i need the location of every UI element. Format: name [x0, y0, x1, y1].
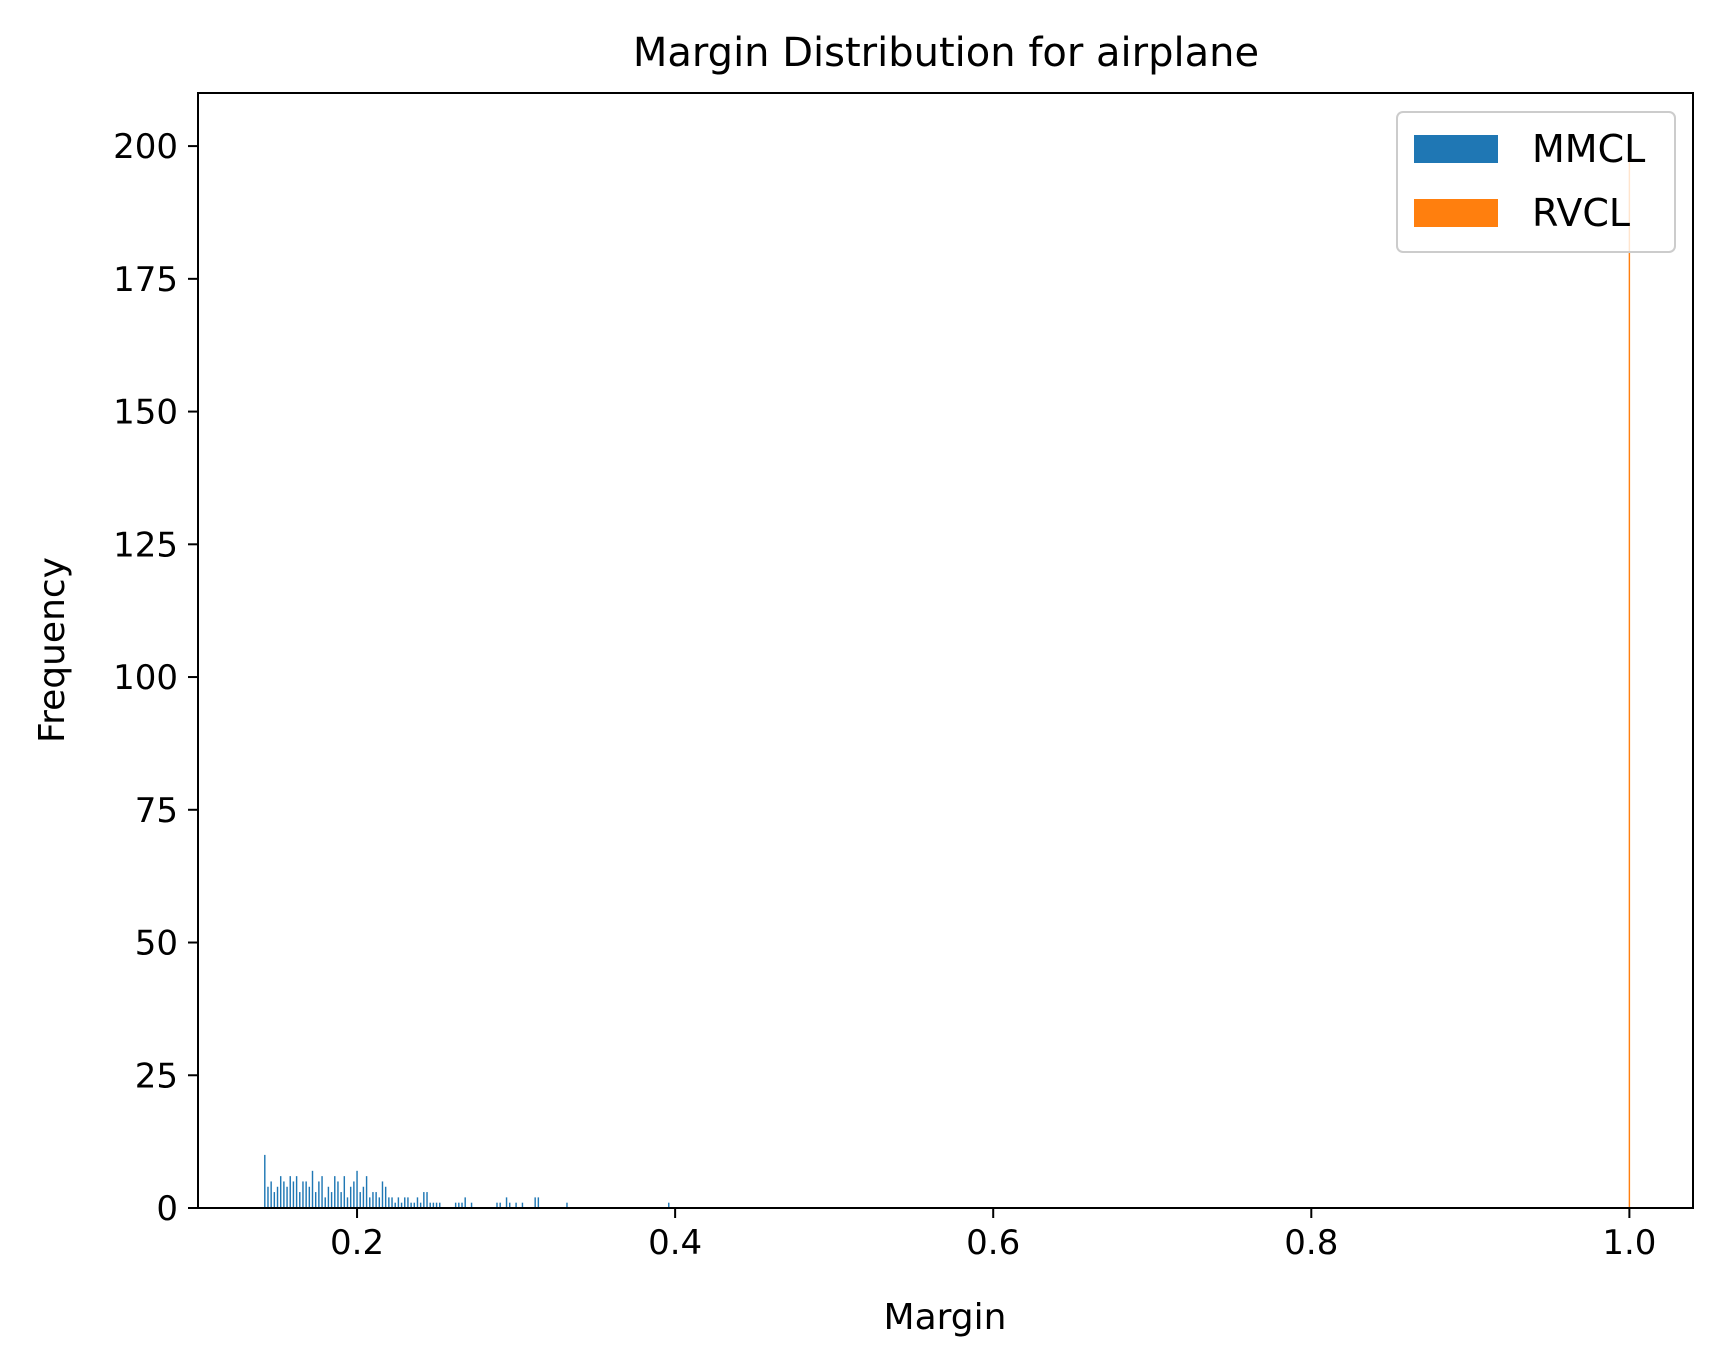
y-axis-label: Frequency — [32, 557, 73, 743]
bar-mmcl-66 — [521, 1202, 524, 1208]
bar-mmcl-18 — [321, 1176, 323, 1208]
legend-label-mmcl: MMCL — [1532, 127, 1645, 171]
bar-mmcl-48 — [416, 1197, 419, 1208]
bar-mmcl-19 — [324, 1197, 326, 1208]
bar-mmcl-58 — [461, 1202, 463, 1208]
bar-mmcl-55 — [439, 1202, 441, 1208]
legend: MMCL RVCL — [1396, 111, 1676, 253]
bar-mmcl-31 — [362, 1186, 365, 1208]
bar-mmcl-45 — [407, 1197, 409, 1208]
bar-mmcl-13 — [305, 1181, 307, 1208]
y-tick-label: 0 — [156, 1189, 178, 1229]
bar-mmcl-33 — [369, 1197, 371, 1208]
bar-mmcl-54 — [435, 1202, 438, 1208]
x-tick-label: 0.8 — [1284, 1223, 1338, 1263]
bar-mmcl-6 — [283, 1181, 285, 1208]
bar-mmcl-11 — [299, 1192, 301, 1208]
bar-mmcl-1 — [267, 1186, 269, 1208]
bar-mmcl-8 — [289, 1176, 291, 1208]
bar-mmcl-9 — [292, 1181, 295, 1208]
bar-rvcl-0 — [1628, 146, 1631, 1209]
y-tick-label: 200 — [113, 127, 178, 167]
bar-mmcl-62 — [499, 1202, 501, 1208]
bar-mmcl-57 — [458, 1202, 460, 1208]
bar-mmcl-30 — [359, 1192, 361, 1208]
legend-label-rvcl: RVCL — [1532, 191, 1630, 235]
bar-mmcl-67 — [534, 1197, 536, 1208]
plot-frame — [197, 92, 1694, 1209]
bar-mmcl-2 — [270, 1181, 272, 1208]
bar-mmcl-68 — [537, 1197, 540, 1208]
bar-mmcl-10 — [295, 1176, 298, 1208]
bar-mmcl-22 — [334, 1176, 336, 1208]
bar-mmcl-46 — [410, 1202, 412, 1208]
bar-mmcl-40 — [391, 1197, 393, 1208]
bar-mmcl-28 — [353, 1181, 355, 1208]
bar-mmcl-17 — [318, 1181, 320, 1208]
bar-mmcl-50 — [423, 1192, 425, 1208]
bar-mmcl-43 — [400, 1202, 403, 1208]
bar-mmcl-53 — [432, 1202, 435, 1208]
bar-mmcl-26 — [346, 1197, 349, 1208]
x-tick-label: 0.6 — [966, 1223, 1020, 1263]
bar-mmcl-25 — [343, 1176, 346, 1208]
bars-layer — [264, 146, 1631, 1209]
legend-swatch-rvcl — [1414, 199, 1498, 227]
bar-mmcl-15 — [311, 1170, 314, 1208]
bar-mmcl-36 — [378, 1197, 381, 1208]
x-tick-label: 0.4 — [648, 1223, 702, 1263]
bar-mmcl-4 — [276, 1186, 279, 1208]
bar-mmcl-16 — [314, 1192, 317, 1208]
bar-mmcl-64 — [509, 1202, 511, 1208]
chart-title: Margin Distribution for airplane — [633, 30, 1259, 76]
y-tick-label: 150 — [113, 393, 178, 433]
bar-mmcl-51 — [426, 1192, 428, 1208]
x-tick-label: 0.2 — [330, 1223, 384, 1263]
x-axis-ticks: 0.2 0.4 0.6 0.8 1.0 — [330, 1208, 1656, 1263]
bar-mmcl-65 — [515, 1202, 517, 1208]
bar-mmcl-24 — [340, 1192, 342, 1208]
x-axis-label: Margin — [884, 1297, 1007, 1338]
bar-mmcl-69 — [566, 1202, 568, 1208]
bar-mmcl-0 — [264, 1154, 266, 1208]
bar-mmcl-70 — [668, 1202, 670, 1208]
bar-mmcl-42 — [397, 1197, 400, 1208]
bar-mmcl-12 — [302, 1181, 304, 1208]
bar-mmcl-44 — [404, 1197, 406, 1208]
bar-mmcl-27 — [349, 1186, 352, 1208]
x-tick-label: 1.0 — [1602, 1223, 1656, 1263]
y-tick-label: 175 — [113, 260, 178, 300]
bar-mmcl-32 — [365, 1176, 368, 1208]
y-tick-label: 75 — [135, 791, 178, 831]
bar-mmcl-14 — [308, 1186, 311, 1208]
bar-mmcl-3 — [273, 1192, 276, 1208]
bar-mmcl-5 — [279, 1176, 282, 1208]
bar-mmcl-23 — [337, 1181, 339, 1208]
bar-mmcl-39 — [388, 1197, 390, 1208]
bar-mmcl-41 — [394, 1202, 396, 1208]
bar-mmcl-52 — [429, 1202, 431, 1208]
bar-mmcl-56 — [454, 1202, 457, 1208]
bar-mmcl-7 — [286, 1186, 288, 1208]
y-tick-label: 50 — [135, 924, 178, 964]
bar-mmcl-47 — [413, 1202, 416, 1208]
legend-swatch-mmcl — [1414, 135, 1498, 163]
bar-mmcl-35 — [375, 1192, 377, 1208]
bar-mmcl-61 — [496, 1202, 498, 1208]
bar-mmcl-59 — [464, 1197, 466, 1208]
bar-mmcl-38 — [384, 1186, 387, 1208]
bar-mmcl-63 — [505, 1197, 508, 1208]
bar-mmcl-37 — [381, 1181, 384, 1208]
bar-mmcl-49 — [419, 1202, 422, 1208]
bar-mmcl-20 — [327, 1186, 330, 1208]
bar-mmcl-34 — [372, 1192, 374, 1208]
bar-mmcl-29 — [356, 1170, 358, 1208]
bar-mmcl-60 — [470, 1202, 473, 1208]
y-tick-label: 100 — [113, 658, 178, 698]
y-tick-label: 25 — [135, 1056, 178, 1096]
bar-mmcl-21 — [330, 1192, 333, 1208]
y-axis-ticks: 0 25 50 75 100 125 150 175 200 — [113, 127, 198, 1229]
y-tick-label: 125 — [113, 525, 178, 565]
